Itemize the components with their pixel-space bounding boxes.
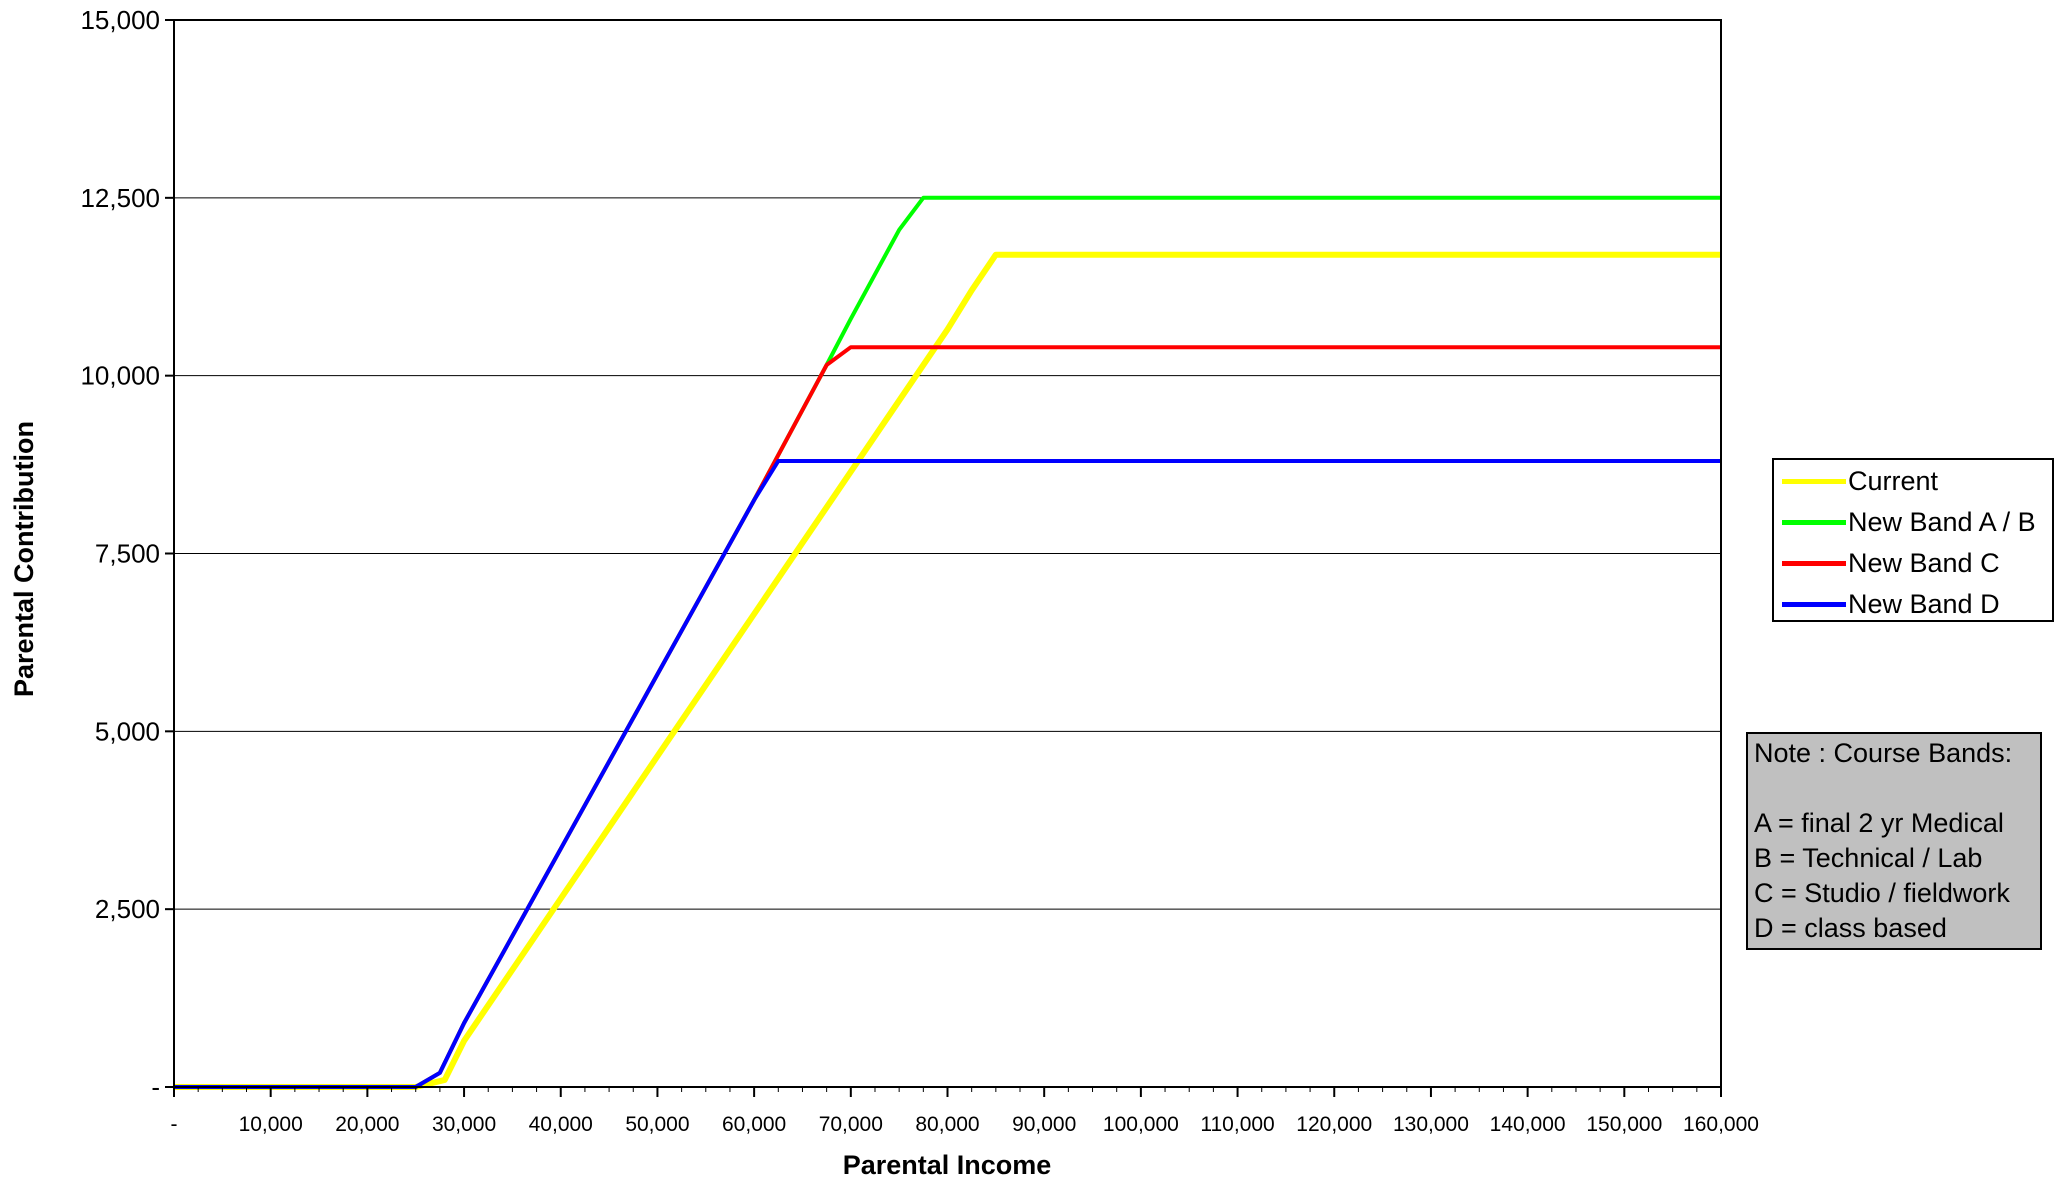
grid-lines <box>174 197 1721 910</box>
note-band-a: A = final 2 yr Medical <box>1754 808 2004 838</box>
x-tick-label: 30,000 <box>432 1113 496 1136</box>
x-tick-label: 10,000 <box>239 1113 303 1136</box>
legend-label-current: Current <box>1848 466 1939 496</box>
x-tick-label: 160,000 <box>1683 1113 1759 1136</box>
x-tick-label: 80,000 <box>915 1113 979 1136</box>
y-tick-label: 5,000 <box>95 716 160 746</box>
legend-label-band-c: New Band C <box>1848 548 2000 578</box>
legend-item-current: Current <box>1774 460 2052 502</box>
legend-item-band-d: New Band D <box>1774 583 2052 625</box>
y-tick-label: 15,000 <box>80 5 160 35</box>
x-tick-label: 40,000 <box>529 1113 593 1136</box>
legend-swatch-band-c <box>1782 561 1846 566</box>
legend-swatch-band-ab <box>1782 520 1846 525</box>
x-tick-label: 60,000 <box>722 1113 786 1136</box>
series-line-0 <box>174 251 1721 1090</box>
x-tick-label: - <box>171 1113 178 1136</box>
y-tick-label: 7,500 <box>95 539 160 569</box>
x-tick-label: 50,000 <box>625 1113 689 1136</box>
series-line-2 <box>174 345 1721 1089</box>
legend: Current New Band A / B New Band C New Ba… <box>1772 458 2054 622</box>
x-axis-label: Parental Income <box>843 1150 1052 1180</box>
y-axis: - 2,500 5,000 7,500 10,000 12,500 15,000 <box>80 5 174 1102</box>
legend-item-band-c: New Band C <box>1774 542 2052 584</box>
x-tick-label: 20,000 <box>335 1113 399 1136</box>
y-axis-label: Parental Contribution <box>9 421 39 697</box>
legend-label-band-d: New Band D <box>1848 589 2000 619</box>
note-band-c: C = Studio / fieldwork <box>1754 878 2010 908</box>
x-tick-label: 70,000 <box>819 1113 883 1136</box>
x-tick-label: 150,000 <box>1586 1113 1662 1136</box>
note-band-d: D = class based <box>1754 913 1947 943</box>
legend-label-band-ab: New Band A / B <box>1848 507 2036 537</box>
course-bands-note: Note : Course Bands: A = final 2 yr Medi… <box>1746 732 2042 950</box>
note-title: Note : Course Bands: <box>1754 738 2013 768</box>
series-line-3 <box>174 459 1721 1089</box>
legend-item-band-ab: New Band A / B <box>1774 501 2052 543</box>
note-spacer <box>1754 771 2034 806</box>
y-tick-label: 12,500 <box>80 183 160 213</box>
x-tick-label: 140,000 <box>1490 1113 1566 1136</box>
x-tick-label: 100,000 <box>1103 1113 1179 1136</box>
x-tick-label: 90,000 <box>1012 1113 1076 1136</box>
note-band-b: B = Technical / Lab <box>1754 843 1983 873</box>
legend-swatch-current <box>1782 479 1846 484</box>
y-tick-label: 2,500 <box>95 894 160 924</box>
x-tick-label: 110,000 <box>1200 1113 1274 1136</box>
y-tick-label: - <box>151 1072 160 1102</box>
y-tick-label: 10,000 <box>80 361 160 391</box>
x-tick-label: 130,000 <box>1393 1113 1469 1136</box>
series-lines <box>174 195 1721 1090</box>
legend-swatch-band-d <box>1782 602 1846 607</box>
x-axis: - 10,000 20,000 30,000 40,000 50,000 60,000 70,… <box>171 1087 1759 1136</box>
x-tick-label: 120,000 <box>1296 1113 1372 1136</box>
